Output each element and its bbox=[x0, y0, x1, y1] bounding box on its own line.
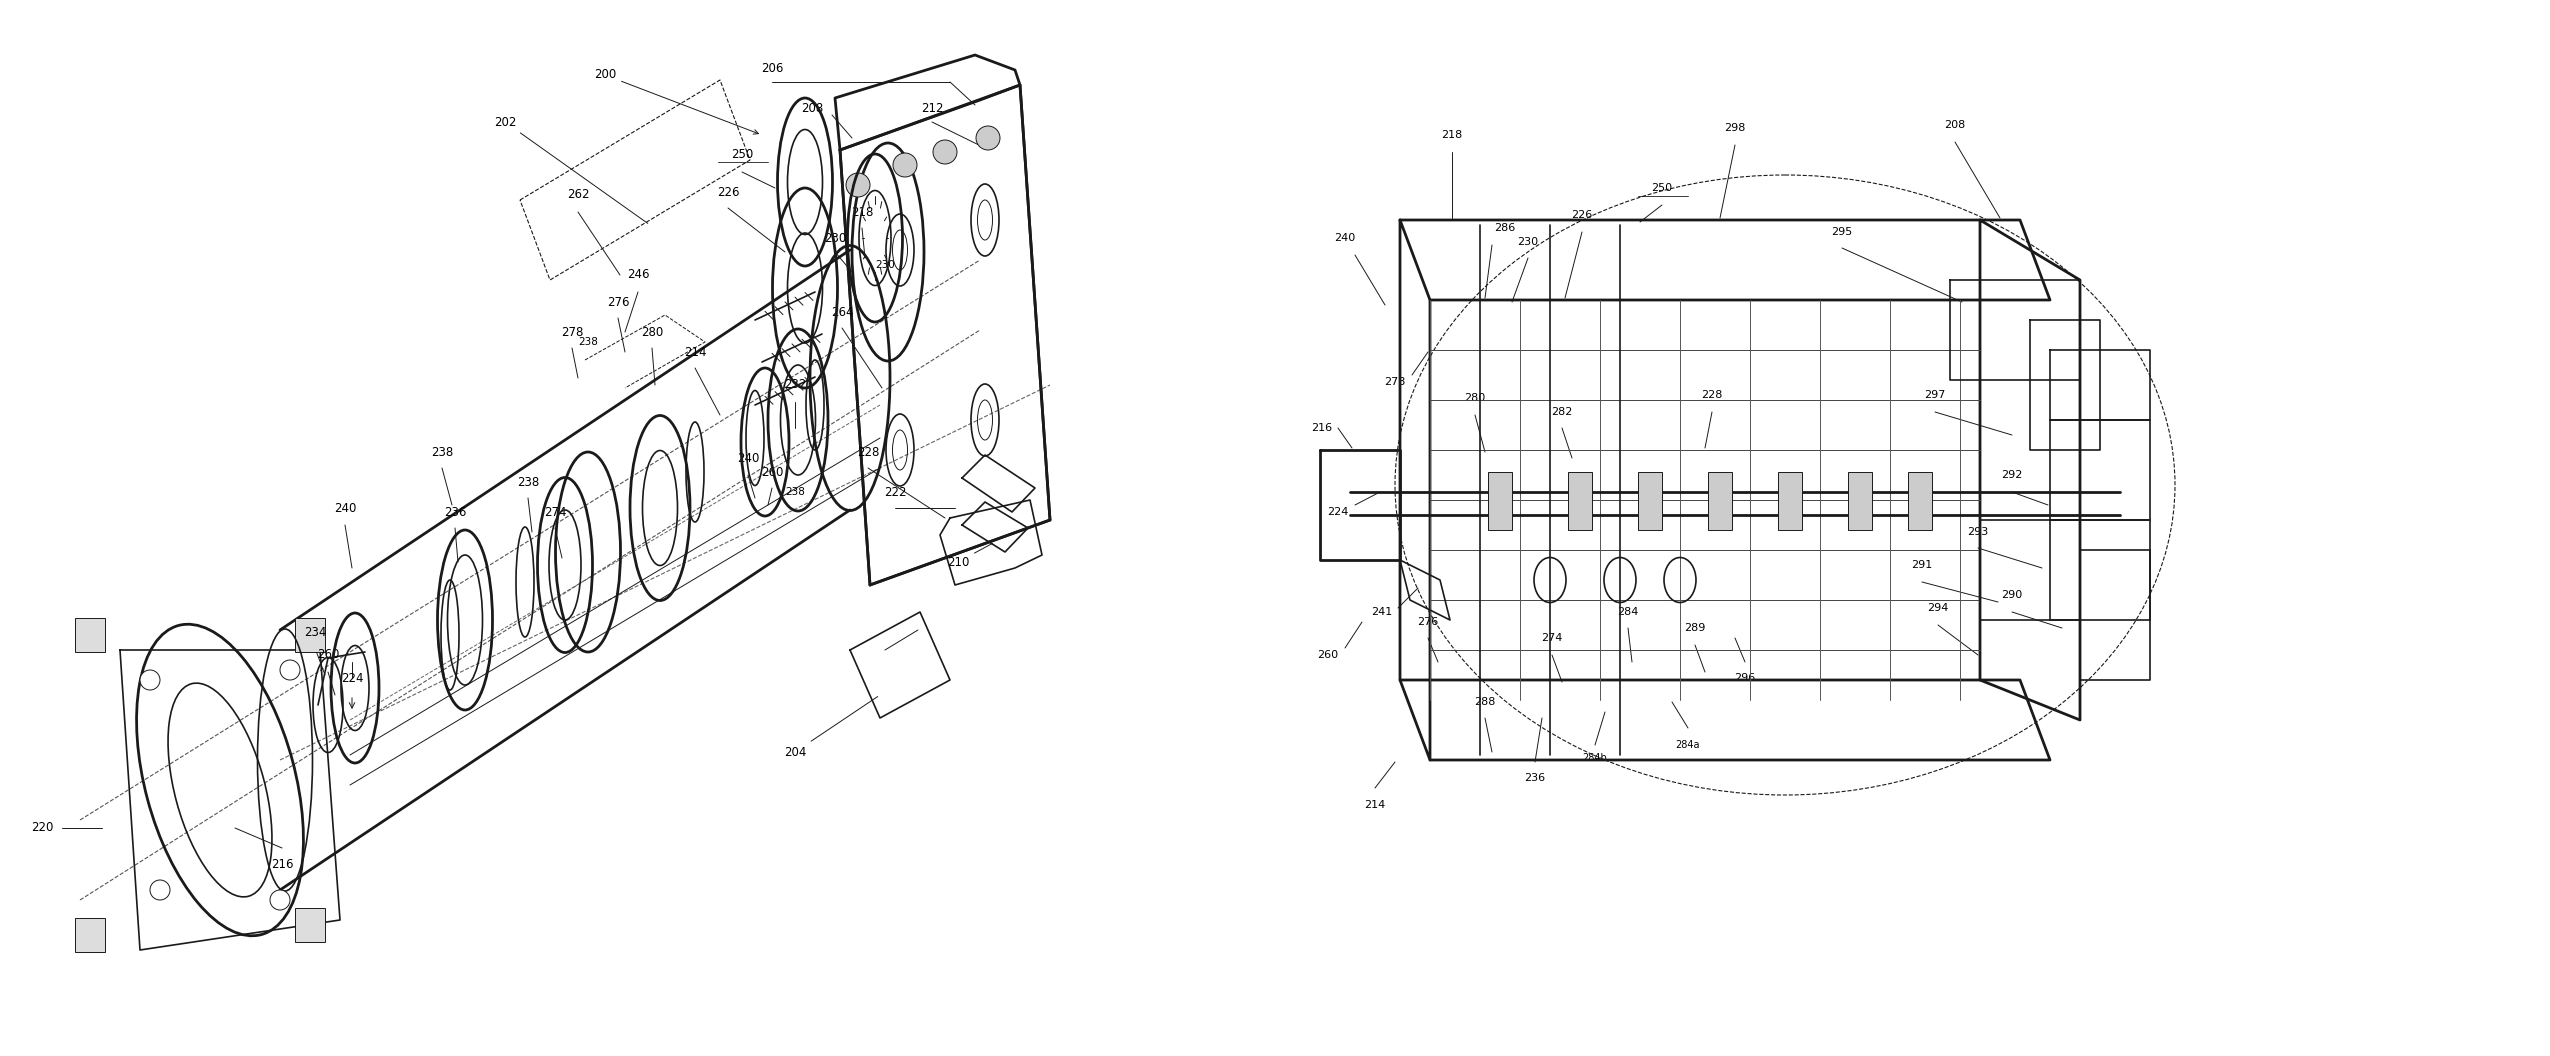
Text: 298: 298 bbox=[1724, 122, 1747, 133]
Text: 224: 224 bbox=[342, 672, 362, 684]
Text: 284b: 284b bbox=[1584, 753, 1606, 763]
Text: 236: 236 bbox=[444, 506, 467, 518]
Text: 278: 278 bbox=[1385, 377, 1405, 386]
Circle shape bbox=[140, 670, 161, 690]
Text: 228: 228 bbox=[1701, 390, 1724, 400]
Text: 238: 238 bbox=[579, 337, 597, 347]
Circle shape bbox=[150, 880, 171, 900]
FancyBboxPatch shape bbox=[1637, 472, 1663, 530]
Text: 293: 293 bbox=[1969, 527, 1989, 538]
FancyBboxPatch shape bbox=[1907, 472, 1933, 530]
Text: 214: 214 bbox=[683, 345, 706, 358]
Text: 236: 236 bbox=[1525, 773, 1545, 782]
Text: 240: 240 bbox=[737, 452, 760, 465]
Text: 276: 276 bbox=[1418, 617, 1438, 627]
Text: 224: 224 bbox=[1329, 507, 1349, 517]
Circle shape bbox=[280, 660, 301, 680]
Text: 218: 218 bbox=[852, 206, 872, 219]
Text: 295: 295 bbox=[1831, 227, 1854, 237]
Circle shape bbox=[892, 153, 918, 177]
Polygon shape bbox=[296, 618, 324, 652]
Text: 274: 274 bbox=[543, 506, 566, 518]
Text: 220: 220 bbox=[31, 822, 54, 834]
Text: 290: 290 bbox=[2002, 590, 2022, 600]
Text: 232: 232 bbox=[783, 378, 806, 392]
Text: 289: 289 bbox=[1686, 623, 1706, 633]
Text: 204: 204 bbox=[783, 697, 877, 758]
Text: 288: 288 bbox=[1474, 697, 1497, 708]
Text: 264: 264 bbox=[831, 305, 854, 319]
Text: 234: 234 bbox=[303, 625, 326, 639]
Text: 228: 228 bbox=[857, 446, 880, 458]
Polygon shape bbox=[74, 618, 105, 652]
Text: 230: 230 bbox=[1517, 237, 1538, 247]
Text: 291: 291 bbox=[1912, 560, 1933, 570]
Text: 260: 260 bbox=[316, 648, 339, 661]
Text: 218: 218 bbox=[1441, 130, 1464, 140]
Text: 274: 274 bbox=[1540, 633, 1563, 643]
Text: 284a: 284a bbox=[1675, 740, 1701, 750]
Text: 208: 208 bbox=[801, 101, 824, 114]
Text: 250: 250 bbox=[732, 149, 752, 162]
Text: 284: 284 bbox=[1617, 607, 1640, 617]
Polygon shape bbox=[296, 908, 324, 942]
Text: 241: 241 bbox=[1372, 607, 1392, 617]
Text: 214: 214 bbox=[1364, 800, 1385, 810]
FancyBboxPatch shape bbox=[1708, 472, 1731, 530]
FancyBboxPatch shape bbox=[1568, 472, 1591, 530]
Circle shape bbox=[847, 173, 870, 197]
FancyBboxPatch shape bbox=[1849, 472, 1872, 530]
Text: 226: 226 bbox=[717, 186, 740, 199]
Circle shape bbox=[977, 126, 1000, 150]
Text: 278: 278 bbox=[561, 325, 584, 339]
Text: 208: 208 bbox=[1943, 120, 1966, 130]
Text: 292: 292 bbox=[2002, 470, 2022, 480]
Text: 294: 294 bbox=[1928, 603, 1948, 612]
Text: 238: 238 bbox=[431, 446, 454, 458]
Text: 296: 296 bbox=[1734, 673, 1754, 683]
Text: 260: 260 bbox=[1318, 650, 1339, 660]
Polygon shape bbox=[74, 918, 105, 953]
Text: 216: 216 bbox=[1311, 423, 1334, 433]
Text: 212: 212 bbox=[921, 101, 944, 114]
Text: 200: 200 bbox=[594, 69, 757, 134]
Circle shape bbox=[933, 140, 956, 164]
Text: 230: 230 bbox=[875, 260, 895, 270]
Text: 286: 286 bbox=[1494, 223, 1515, 233]
Text: 238: 238 bbox=[785, 487, 806, 497]
Text: 202: 202 bbox=[495, 115, 648, 224]
Text: 276: 276 bbox=[607, 296, 630, 308]
Text: 262: 262 bbox=[566, 189, 589, 202]
Text: 210: 210 bbox=[946, 544, 992, 568]
FancyBboxPatch shape bbox=[1489, 472, 1512, 530]
Text: 238: 238 bbox=[518, 475, 538, 489]
FancyBboxPatch shape bbox=[1777, 472, 1803, 530]
Text: 230: 230 bbox=[824, 231, 847, 245]
Text: 222: 222 bbox=[885, 486, 905, 498]
Text: 297: 297 bbox=[1925, 390, 1946, 400]
Text: 280: 280 bbox=[1464, 393, 1487, 403]
Text: 280: 280 bbox=[640, 325, 663, 339]
Text: 250: 250 bbox=[1652, 183, 1673, 193]
Text: 260: 260 bbox=[760, 466, 783, 478]
Text: 246: 246 bbox=[627, 268, 650, 282]
Text: 282: 282 bbox=[1550, 407, 1573, 417]
Text: 240: 240 bbox=[1334, 233, 1357, 243]
Text: 226: 226 bbox=[1571, 210, 1594, 220]
Circle shape bbox=[270, 890, 291, 910]
Text: 216: 216 bbox=[270, 859, 293, 871]
Text: 206: 206 bbox=[760, 61, 783, 75]
Text: 240: 240 bbox=[334, 502, 357, 514]
